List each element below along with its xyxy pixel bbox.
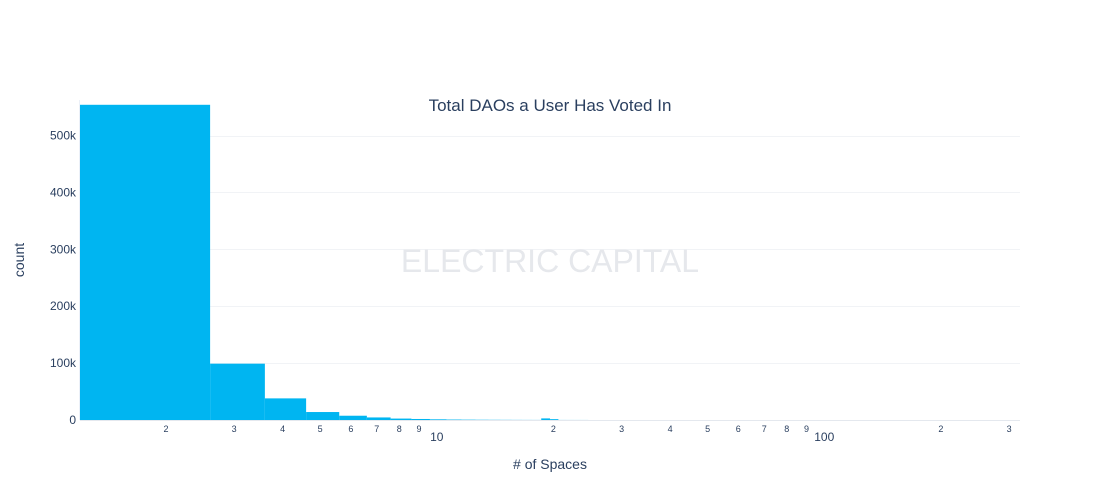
- histogram-bar: [306, 412, 340, 420]
- histogram-bars: [80, 104, 589, 421]
- histogram-bar: [429, 419, 447, 420]
- y-axis-label: count: [11, 243, 27, 277]
- y-tick-label: 0: [69, 413, 76, 427]
- x-minor-tick-label: 3: [232, 424, 237, 434]
- y-tick-label: 400k: [50, 185, 77, 199]
- histogram-bar: [366, 417, 391, 420]
- histogram-bar: [541, 418, 551, 420]
- x-minor-tick-label: 6: [736, 424, 741, 434]
- x-axis-ticks: 2 3 4 5 6 7 8 9 2 3 4 5 6 7 8 9 2 3 10 100: [163, 424, 1011, 444]
- x-minor-tick-label: 4: [668, 424, 673, 434]
- histogram-bar: [411, 418, 430, 420]
- histogram-bar: [80, 104, 211, 421]
- chart-title: Total DAOs a User Has Voted In: [429, 96, 672, 115]
- x-minor-tick-label: 2: [163, 424, 168, 434]
- x-minor-tick-label: 6: [348, 424, 353, 434]
- x-minor-tick-label: 2: [551, 424, 556, 434]
- watermark: ELECTRIC CAPITAL: [401, 243, 699, 279]
- x-major-tick-label: 100: [814, 430, 834, 444]
- x-minor-tick-label: 4: [280, 424, 285, 434]
- x-minor-tick-label: 3: [619, 424, 624, 434]
- y-tick-label: 300k: [50, 242, 77, 256]
- x-minor-tick-label: 7: [762, 424, 767, 434]
- y-tick-label: 200k: [50, 299, 77, 313]
- y-tick-label: 500k: [50, 129, 77, 143]
- y-tick-label: 100k: [50, 356, 77, 370]
- x-minor-tick-label: 8: [397, 424, 402, 434]
- histogram-bar: [210, 363, 265, 420]
- x-minor-tick-label: 5: [705, 424, 710, 434]
- y-axis-ticks: 0 100k 200k 300k 400k 500k: [50, 129, 77, 427]
- x-minor-tick-label: 7: [374, 424, 379, 434]
- x-minor-tick-label: 8: [784, 424, 789, 434]
- x-minor-tick-label: 2: [938, 424, 943, 434]
- histogram-bar: [339, 415, 367, 420]
- histogram-bar: [390, 418, 412, 420]
- x-minor-tick-label: 3: [1007, 424, 1012, 434]
- x-minor-tick-label: 9: [804, 424, 809, 434]
- grid-lines: [80, 136, 1020, 421]
- x-axis-label: # of Spaces: [513, 456, 587, 472]
- x-minor-tick-label: 5: [318, 424, 323, 434]
- histogram-bar: [264, 398, 307, 420]
- x-minor-tick-label: 9: [417, 424, 422, 434]
- x-major-tick-label: 10: [430, 430, 444, 444]
- histogram-bar: [550, 419, 559, 420]
